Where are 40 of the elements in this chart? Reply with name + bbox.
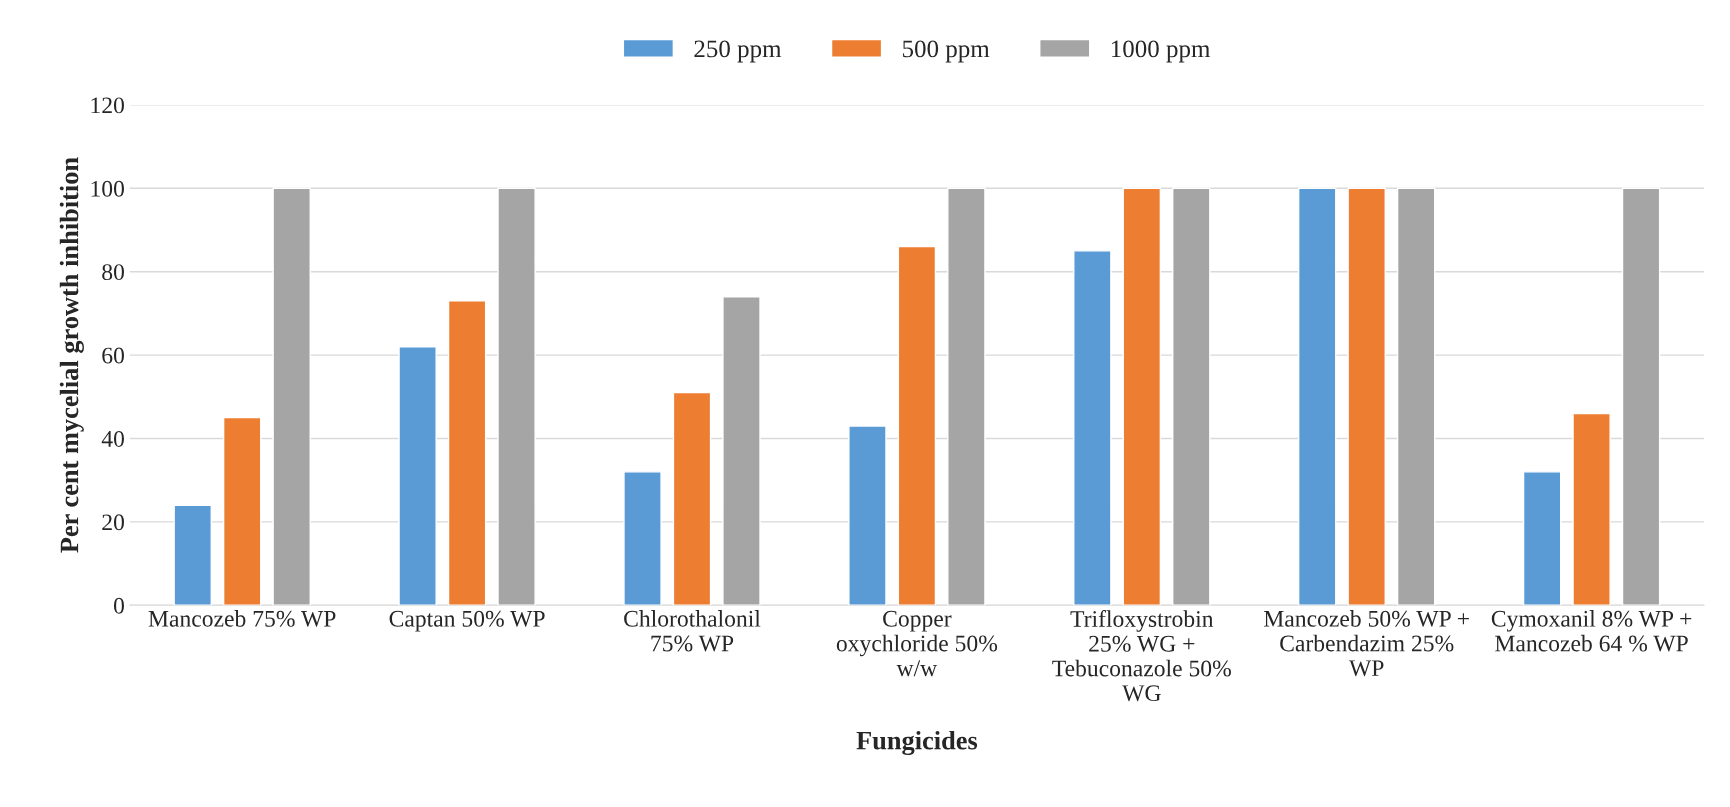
bar [1572,412,1611,606]
legend-label: 500 ppm [903,40,990,63]
y-axis-title: Per cent mycelial growth inhibition [59,157,84,553]
bar [623,471,662,606]
x-tick-label: Trifloxystrobin 25% WG + Tebuconazole 50% WG [1052,610,1231,702]
bar [1347,187,1386,606]
bar [672,391,712,606]
legend-label: 250 ppm [694,40,782,63]
y-tick-label: 80 [102,264,124,281]
y-tick-label: 60 [102,347,124,364]
bar [848,425,887,606]
x-tick-label: Captan 50% WP [389,610,545,632]
bar [497,187,536,606]
y-tick-label: 120 [91,97,124,114]
bar [398,346,437,606]
bar [272,187,311,606]
bar [173,504,212,606]
bar [1172,187,1211,606]
y-tick-label: 0 [113,597,124,614]
bar [1621,187,1661,606]
x-tick-label: Mancozeb 75% WP [148,610,336,627]
y-tick-label: 20 [102,514,124,531]
bar [1073,250,1112,606]
x-tick-label: Mancozeb 50% WP + Carbendazim 25% WP [1264,610,1469,677]
bar [897,245,937,606]
y-tick-label: 40 [101,430,124,447]
x-tick-label: Copper oxychloride 50% w/w [836,610,998,677]
y-tick-label: 100 [91,180,124,197]
bar [947,187,986,606]
legend-label: 1000 ppm [1111,40,1211,63]
bar [1396,187,1436,606]
x-tick-label: Cymoxanil 8% WP + Mancozeb 64 % WP [1491,610,1692,652]
x-tick-label: Chlorothalonil 75% WP [624,610,761,652]
bar [447,300,487,606]
bar [1522,471,1562,606]
bar [722,296,761,606]
bar [1297,187,1337,606]
x-axis-title: Fungicides [856,730,978,756]
bar [1122,187,1162,606]
bar [222,416,262,606]
